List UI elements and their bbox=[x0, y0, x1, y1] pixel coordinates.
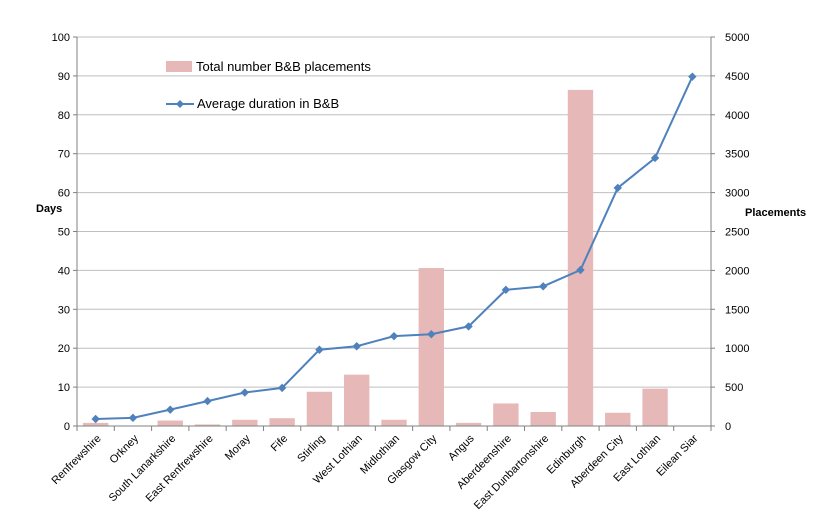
right-axis-title: Placements bbox=[745, 207, 806, 219]
bar-14 bbox=[605, 412, 631, 426]
bar-series bbox=[82, 89, 668, 427]
bar-2 bbox=[157, 420, 183, 426]
bar-9 bbox=[418, 268, 444, 426]
bar-3 bbox=[194, 424, 221, 426]
x-tick-label-1: Orkney bbox=[107, 432, 141, 466]
legend-label-bars: Total number B&B placements bbox=[196, 59, 371, 74]
legend-marker-line bbox=[176, 100, 184, 108]
x-tick-label-2: South Lanarkshire bbox=[107, 433, 179, 505]
left-tick-label-1: 10 bbox=[58, 382, 70, 394]
bar-0 bbox=[82, 422, 109, 426]
bar-6 bbox=[306, 391, 333, 426]
right-tick-label-9: 4500 bbox=[725, 71, 749, 83]
line-point-1 bbox=[128, 413, 138, 423]
right-tick-label-6: 3000 bbox=[725, 188, 749, 200]
right-tick-label-5: 2500 bbox=[725, 227, 749, 239]
bar-7 bbox=[344, 374, 370, 426]
line-path bbox=[95, 76, 694, 420]
x-tick-label-0: Renfrewshire bbox=[49, 433, 103, 487]
line-point-14 bbox=[613, 183, 622, 193]
left-axis-title: Days bbox=[36, 203, 62, 215]
left-tick-label-7: 70 bbox=[58, 149, 70, 161]
right-tick-label-8: 4000 bbox=[725, 110, 749, 122]
left-tick-label-9: 90 bbox=[58, 71, 70, 83]
right-tick-label-4: 2000 bbox=[725, 265, 749, 277]
line-point-5 bbox=[277, 383, 287, 393]
bar-13 bbox=[567, 89, 594, 427]
right-tick-label-1: 500 bbox=[725, 382, 743, 394]
left-tick-label-0: 0 bbox=[64, 421, 70, 433]
right-tick-label-10: 5000 bbox=[725, 32, 749, 44]
line-point-7 bbox=[352, 342, 361, 351]
bar-11 bbox=[493, 403, 519, 426]
right-tick-label-7: 3500 bbox=[725, 149, 749, 161]
bar-4 bbox=[232, 419, 258, 426]
left-tick-label-8: 80 bbox=[58, 110, 70, 122]
gridlines bbox=[77, 36, 711, 427]
line-point-13 bbox=[576, 265, 585, 275]
x-tick-label-12: East Dunbartonshire bbox=[472, 433, 551, 512]
line-point-9 bbox=[427, 329, 436, 339]
line-series bbox=[91, 72, 697, 424]
right-tick-label-0: 0 bbox=[725, 421, 731, 433]
right-axis-ticks: 0 500 1000 1500 2000 2500 3000 3500 4000 4500 5000 bbox=[711, 32, 749, 433]
left-tick-label-4: 40 bbox=[58, 265, 70, 277]
legend-swatch-bars bbox=[166, 61, 192, 72]
x-tick-label-4: Moray bbox=[223, 432, 253, 462]
line-point-0 bbox=[91, 414, 100, 424]
bar-15 bbox=[642, 388, 668, 426]
line-point-12 bbox=[538, 282, 548, 291]
bar-8 bbox=[381, 419, 407, 426]
bar-5 bbox=[269, 418, 295, 426]
legend-label-line: Average duration in B&B bbox=[197, 96, 339, 111]
left-tick-label-3: 30 bbox=[58, 304, 70, 316]
line-point-3 bbox=[203, 396, 212, 406]
line-point-4 bbox=[240, 388, 250, 397]
legend: Total number B&B placements Average dura… bbox=[166, 59, 371, 111]
left-tick-label-5: 50 bbox=[58, 227, 70, 239]
x-tick-label-5: Fife bbox=[269, 433, 290, 454]
right-tick-label-3: 1500 bbox=[725, 304, 749, 316]
left-tick-label-6: 60 bbox=[58, 188, 70, 200]
line-point-15 bbox=[650, 153, 660, 163]
x-tick-label-3: East Renfrewshire bbox=[144, 433, 216, 505]
line-point-6 bbox=[315, 345, 324, 354]
left-tick-label-10: 100 bbox=[52, 32, 70, 44]
x-tick-label-10: Angus bbox=[446, 432, 477, 463]
line-point-11 bbox=[501, 285, 511, 295]
line-point-8 bbox=[389, 331, 399, 341]
bar-12 bbox=[530, 411, 556, 426]
right-tick-label-2: 1000 bbox=[725, 343, 749, 355]
left-tick-label-2: 20 bbox=[58, 343, 70, 355]
line-point-10 bbox=[464, 322, 473, 331]
line-point-16 bbox=[688, 72, 697, 81]
x-tick-label-6: Stirling bbox=[295, 433, 327, 465]
line-point-2 bbox=[166, 405, 175, 414]
bar-10 bbox=[455, 422, 482, 426]
left-axis-ticks: 0 10 20 30 40 50 60 70 80 90 100 bbox=[52, 32, 77, 433]
